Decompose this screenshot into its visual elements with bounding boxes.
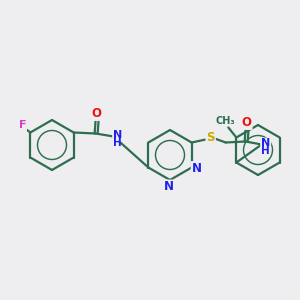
Text: N: N xyxy=(164,181,174,194)
Text: N: N xyxy=(261,139,270,148)
Text: O: O xyxy=(92,107,102,120)
Text: N: N xyxy=(113,130,122,140)
Text: CH₃: CH₃ xyxy=(215,116,235,125)
Text: H: H xyxy=(261,146,270,157)
Text: O: O xyxy=(242,116,252,129)
Text: N: N xyxy=(192,162,202,175)
Text: H: H xyxy=(113,139,122,148)
Text: F: F xyxy=(19,121,26,130)
Text: S: S xyxy=(206,131,215,144)
